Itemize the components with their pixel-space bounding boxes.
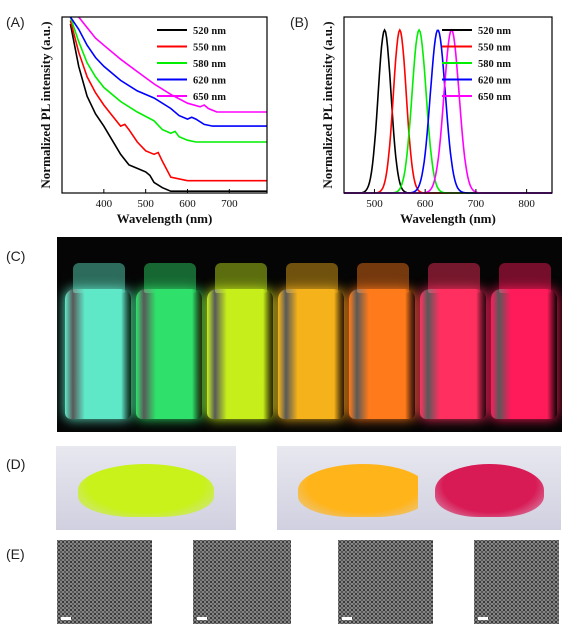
chart-b-x-tick-label: 700 xyxy=(468,198,485,210)
vial xyxy=(65,289,131,419)
chart-b-legend-label-4: 650 nm xyxy=(478,92,511,103)
chart-b-y-axis-title: Normalized PL intensity (a.u.) xyxy=(320,21,335,188)
chart-a-legend-label-2: 580 nm xyxy=(193,59,226,70)
panel-label-a: (A) xyxy=(6,14,25,30)
vial-cap xyxy=(215,263,267,293)
chart-a-x-tick-label: 500 xyxy=(137,198,154,210)
vial xyxy=(491,289,557,419)
panel-label-d: (D) xyxy=(6,456,26,472)
chart-b-x-tick-label: 800 xyxy=(518,198,535,210)
vial xyxy=(349,289,415,419)
scale-bar xyxy=(197,617,207,620)
chart-b-legend-label-0: 520 nm xyxy=(478,26,511,37)
panel-label-c: (C) xyxy=(6,248,26,264)
vial-cap xyxy=(499,263,551,293)
chart-b-series-line-4 xyxy=(344,28,552,194)
chart-a-legend-label-4: 650 nm xyxy=(193,92,226,103)
chart-a-x-axis-title: Wavelength (nm) xyxy=(117,211,213,226)
scale-bar xyxy=(61,617,71,620)
vial xyxy=(136,289,202,419)
powder-photo xyxy=(56,446,236,530)
vial-cap xyxy=(286,263,338,293)
chart-a-plot-frame xyxy=(61,16,268,194)
tem-image xyxy=(57,540,152,624)
chart-a-series-line-0 xyxy=(69,23,267,192)
vial-cap xyxy=(73,263,125,293)
chart-a-series-line-4 xyxy=(78,16,267,113)
chart-a-legend-label-0: 520 nm xyxy=(193,26,226,37)
chart-b-x-tick-label: 600 xyxy=(417,198,434,210)
panel-label-e: (E) xyxy=(6,546,25,562)
chart-b: 500 600 700 800 Wavelength (nm) Normalized PL… xyxy=(320,16,553,226)
tem-image xyxy=(338,540,433,624)
powder-photo xyxy=(418,446,561,530)
vial-cap xyxy=(357,263,409,293)
chart-a-legend-label-3: 620 nm xyxy=(193,76,226,87)
chart-a-y-axis-title: Normalized PL intensity (a.u.) xyxy=(38,21,53,188)
chart-a-x-tick-label: 400 xyxy=(96,198,113,210)
chart-a-legend-label-1: 550 nm xyxy=(193,43,226,54)
tem-image xyxy=(193,540,291,624)
chart-b-legend-label-1: 550 nm xyxy=(478,43,511,54)
powder-pile xyxy=(297,464,429,517)
chart-a-series-line-1 xyxy=(69,20,267,182)
panel-label-b: (B) xyxy=(290,14,309,30)
tem-image xyxy=(474,540,559,624)
vial xyxy=(420,289,486,419)
powder-pile xyxy=(77,464,215,517)
vial-cap xyxy=(428,263,480,293)
chart-b-legend-label-3: 620 nm xyxy=(478,76,511,87)
chart-a-x-tick-label: 600 xyxy=(179,198,196,210)
chart-a-x-tick-label: 700 xyxy=(221,198,238,210)
scale-bar xyxy=(478,617,488,620)
chart-a-series-line-3 xyxy=(69,16,267,127)
chart-b-legend-label-2: 580 nm xyxy=(478,59,511,70)
powder-pile xyxy=(435,464,544,517)
chart-b-plot-frame xyxy=(343,16,553,194)
chart-b-x-tick-label: 500 xyxy=(366,198,383,210)
vial-cap xyxy=(144,263,196,293)
vials-photo xyxy=(57,237,562,432)
vial xyxy=(207,289,273,419)
vial xyxy=(278,289,344,419)
chart-a-series-line-2 xyxy=(69,16,267,143)
scale-bar xyxy=(342,617,352,620)
chart-a: 400 500 600 700 Wavelength (nm) Normalized PL… xyxy=(38,16,268,226)
chart-b-x-axis-title: Wavelength (nm) xyxy=(400,211,496,226)
